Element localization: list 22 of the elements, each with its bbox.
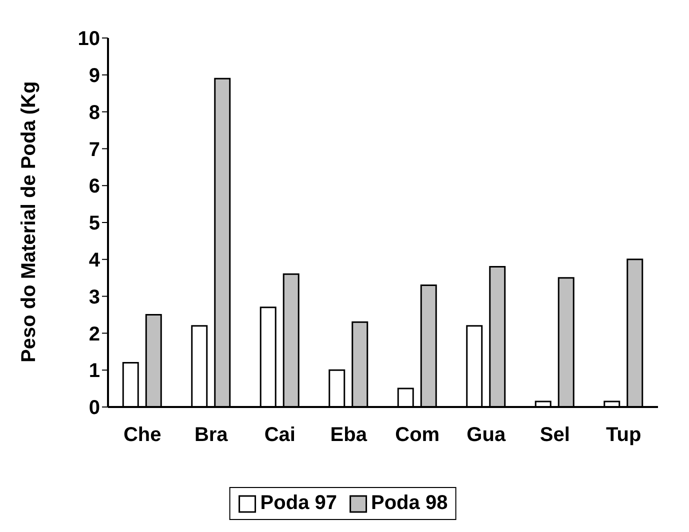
x-tick-label: Bra bbox=[194, 424, 229, 446]
y-tick-label: 5 bbox=[88, 212, 100, 235]
x-tick-label: Tup bbox=[606, 424, 642, 446]
y-tick-label: 6 bbox=[88, 176, 100, 198]
y-tick-label: 10 bbox=[78, 28, 100, 50]
legend-label: Poda 97 bbox=[260, 492, 337, 515]
x-tick-label: Che bbox=[123, 424, 162, 446]
x-tick-label: Com bbox=[395, 424, 440, 446]
y-tick-label: 0 bbox=[88, 397, 100, 420]
x-tick-label: Eba bbox=[330, 424, 368, 446]
y-tick-label: 2 bbox=[88, 323, 100, 346]
y-tick-label: 7 bbox=[88, 138, 100, 161]
x-tick-label: Sel bbox=[540, 424, 570, 446]
legend-label: Poda 98 bbox=[371, 492, 448, 515]
y-axis-title: Peso do Material de Poda (Kg bbox=[18, 81, 40, 362]
x-tick-label: Cai bbox=[264, 424, 296, 446]
x-tick-label: Gua bbox=[466, 424, 506, 446]
y-tick-label: 3 bbox=[88, 286, 100, 308]
y-tick-label: 9 bbox=[88, 65, 100, 87]
y-tick-label: 8 bbox=[88, 102, 100, 124]
y-tick-label: 4 bbox=[88, 250, 101, 272]
y-tick-label: 1 bbox=[88, 360, 100, 382]
